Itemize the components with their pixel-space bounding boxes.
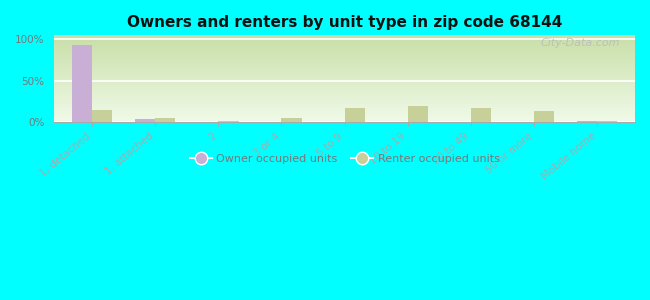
Bar (471, 108, 491, 122)
Bar (408, 106, 428, 122)
Bar (92, 110, 112, 122)
Bar (534, 111, 554, 122)
Text: City-Data.com: City-Data.com (541, 38, 621, 48)
Legend: Owner occupied units, Renter occupied units: Owner occupied units, Renter occupied un… (185, 149, 504, 168)
Bar (577, 121, 597, 122)
Title: Owners and renters by unit type in zip code 68144: Owners and renters by unit type in zip c… (127, 15, 562, 30)
Bar (281, 118, 302, 122)
Bar (135, 119, 155, 122)
Bar (155, 118, 176, 122)
Bar (218, 121, 239, 122)
Bar (597, 121, 618, 122)
Bar (72, 45, 92, 122)
Bar (344, 108, 365, 122)
